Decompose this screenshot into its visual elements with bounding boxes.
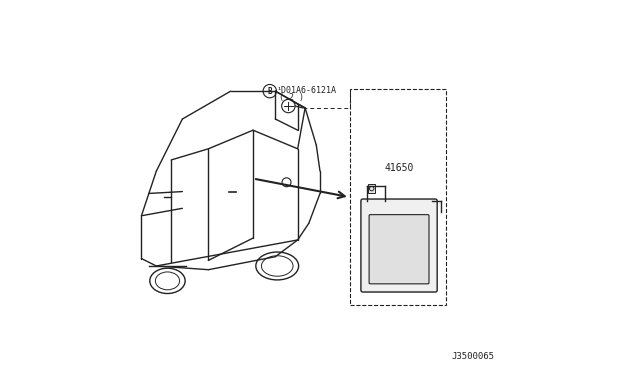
Text: B: B bbox=[268, 87, 272, 96]
Bar bbox=[349, 89, 447, 305]
Text: J3500065: J3500065 bbox=[452, 352, 495, 361]
Text: ¹D01A6-6121A: ¹D01A6-6121A bbox=[276, 86, 337, 94]
Bar bbox=[369, 184, 375, 193]
Text: 41650: 41650 bbox=[385, 163, 413, 173]
FancyBboxPatch shape bbox=[369, 215, 429, 284]
Text: ( 2 ): ( 2 ) bbox=[279, 93, 304, 102]
FancyBboxPatch shape bbox=[361, 199, 437, 292]
